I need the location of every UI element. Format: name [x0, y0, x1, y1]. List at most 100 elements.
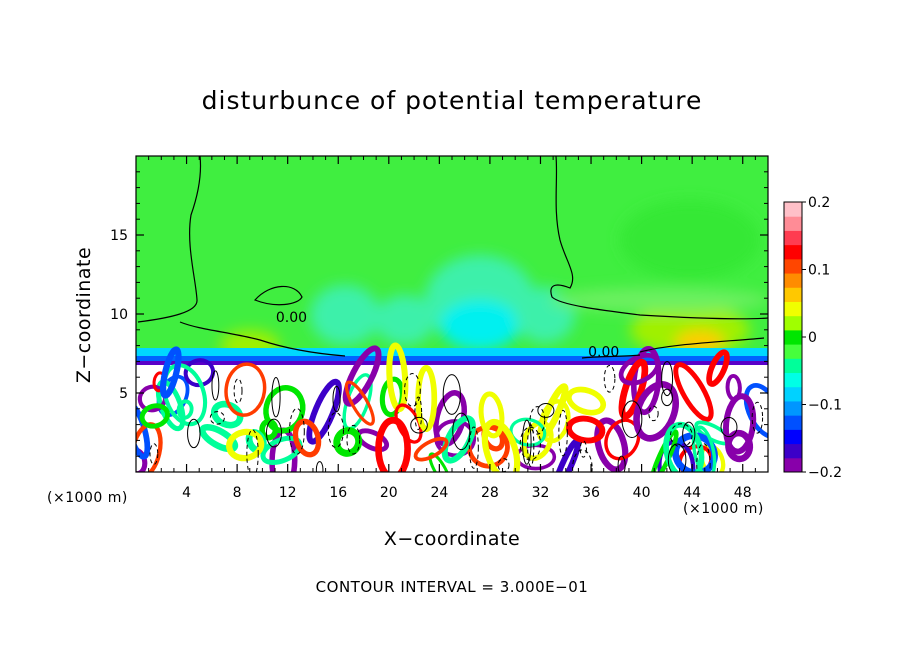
turbulent-contour [522, 419, 532, 465]
turbulent-contour [327, 412, 344, 448]
colorbar: 0.2 0.1 0 −0.1 −0.2 [783, 195, 842, 481]
contour-zero-east [639, 337, 765, 353]
turbulent-contour [410, 416, 428, 434]
colorbar-tick-label: −0.2 [808, 465, 842, 481]
turbulent-contour [288, 408, 305, 455]
turbulent-contour [468, 426, 479, 469]
turbulent-contour [265, 418, 283, 448]
contour-zero-left [137, 156, 202, 323]
x-tick-label: 48 [734, 485, 752, 501]
colorbar-swatch [784, 400, 802, 416]
x-tick-label: 24 [430, 485, 448, 501]
x-axis-unit-right: (×1000 m) [683, 501, 764, 517]
colorbar-swatch [784, 457, 802, 473]
turbulent-cell [478, 391, 505, 439]
turbulent-cell [344, 380, 375, 426]
contour-label: 0.00 [276, 310, 307, 326]
contour-labels: 0.00 0.00 [276, 310, 619, 361]
turbulent-cell [136, 447, 148, 472]
turbulent-cell [509, 417, 547, 447]
x-tick-label: 20 [380, 485, 398, 501]
turbulent-contour [271, 377, 281, 418]
turbulent-contour [648, 405, 659, 422]
turbulent-cell [618, 352, 661, 386]
turbulent-contour [621, 400, 643, 439]
colorbar-swatch [784, 216, 802, 231]
turbulent-cell [333, 427, 363, 457]
y-tick-label: 15 [110, 228, 128, 244]
turbulent-contour [452, 412, 471, 451]
colorbar-swatch [784, 315, 802, 331]
turbulent-contour [315, 461, 324, 472]
turbulent-contour [617, 455, 626, 472]
turbulent-cell [226, 428, 265, 462]
turbulent-contour [442, 374, 461, 415]
heatmap-field [136, 156, 768, 472]
colorbar-swatch [784, 273, 802, 288]
colorbar-swatch [784, 443, 802, 459]
turbulent-cell [722, 393, 757, 455]
x-tick-label: 12 [279, 485, 297, 501]
x-tick-label: 44 [683, 485, 701, 501]
colorbar-swatch [784, 244, 802, 260]
turbulent-cell [537, 383, 569, 441]
turbulent-contour [187, 418, 201, 449]
turbulent-contour [751, 401, 764, 434]
turbulent-cell [481, 418, 521, 472]
colorbar-swatch [784, 344, 802, 359]
contour-label: 0.00 [588, 345, 619, 361]
turbulent-contour [667, 443, 687, 472]
x-axis-ticks: 4 8 12 16 20 24 28 32 36 40 44 48 [148, 156, 756, 501]
turbulent-contour [149, 443, 159, 465]
turbulent-cell [342, 345, 382, 407]
x-tick-label: 4 [182, 485, 191, 501]
turbulent-cell [673, 362, 714, 422]
contour-interval-note: CONTOUR INTERVAL = 3.000E−01 [315, 578, 589, 596]
turbulent-contour [209, 411, 225, 425]
turbulent-cell [691, 425, 717, 472]
turbulent-cell [199, 424, 239, 453]
turbulent-cells [136, 342, 768, 472]
colorbar-swatch [784, 329, 802, 345]
turbulent-contour [682, 421, 696, 448]
colorbar-swatch [784, 258, 802, 274]
contour-zero-mid [179, 321, 346, 357]
turbulent-contour [537, 403, 555, 418]
colorbar-swatch [784, 372, 802, 388]
x-tick-label: 8 [233, 485, 242, 501]
turbulent-cell [386, 342, 409, 413]
turbulent-contour [414, 396, 423, 430]
turbulent-contour [603, 364, 616, 393]
turbulent-cell [176, 399, 194, 420]
y-axis-ticks: 5 10 15 [110, 171, 768, 457]
turbulent-cell [263, 385, 306, 434]
turbulent-contour [579, 440, 587, 458]
turbulent-cell [292, 418, 322, 458]
turbulent-contour [211, 370, 220, 401]
turbulent-cell [706, 349, 730, 387]
turbulent-cell [604, 418, 641, 461]
turbulent-contour [661, 360, 674, 397]
turbulent-cell [224, 362, 267, 417]
colorbar-swatch [784, 230, 802, 246]
turbulent-cell [672, 432, 718, 472]
turbulent-cell [663, 421, 705, 472]
colorbar-tick-label: 0 [808, 330, 817, 346]
turbulent-contour [696, 443, 711, 472]
turbulent-contour [404, 373, 421, 407]
colorbar-tick-label: −0.1 [808, 398, 842, 414]
turbulent-contour [661, 388, 673, 407]
colorbar-swatch [784, 429, 802, 445]
contour-zero-bubble [253, 285, 303, 306]
x-tick-label: 36 [582, 485, 600, 501]
contour-zero-dash [581, 354, 641, 359]
turbulent-contour [558, 409, 568, 457]
x-axis-unit-left: (×1000 m) [47, 490, 128, 506]
turbulent-cell [618, 358, 649, 420]
colorbar-swatch [784, 415, 802, 430]
turbulent-contour [346, 424, 361, 455]
turbulent-cell [566, 386, 607, 416]
contour-lines [137, 156, 768, 359]
contour-zero-right [550, 156, 768, 320]
